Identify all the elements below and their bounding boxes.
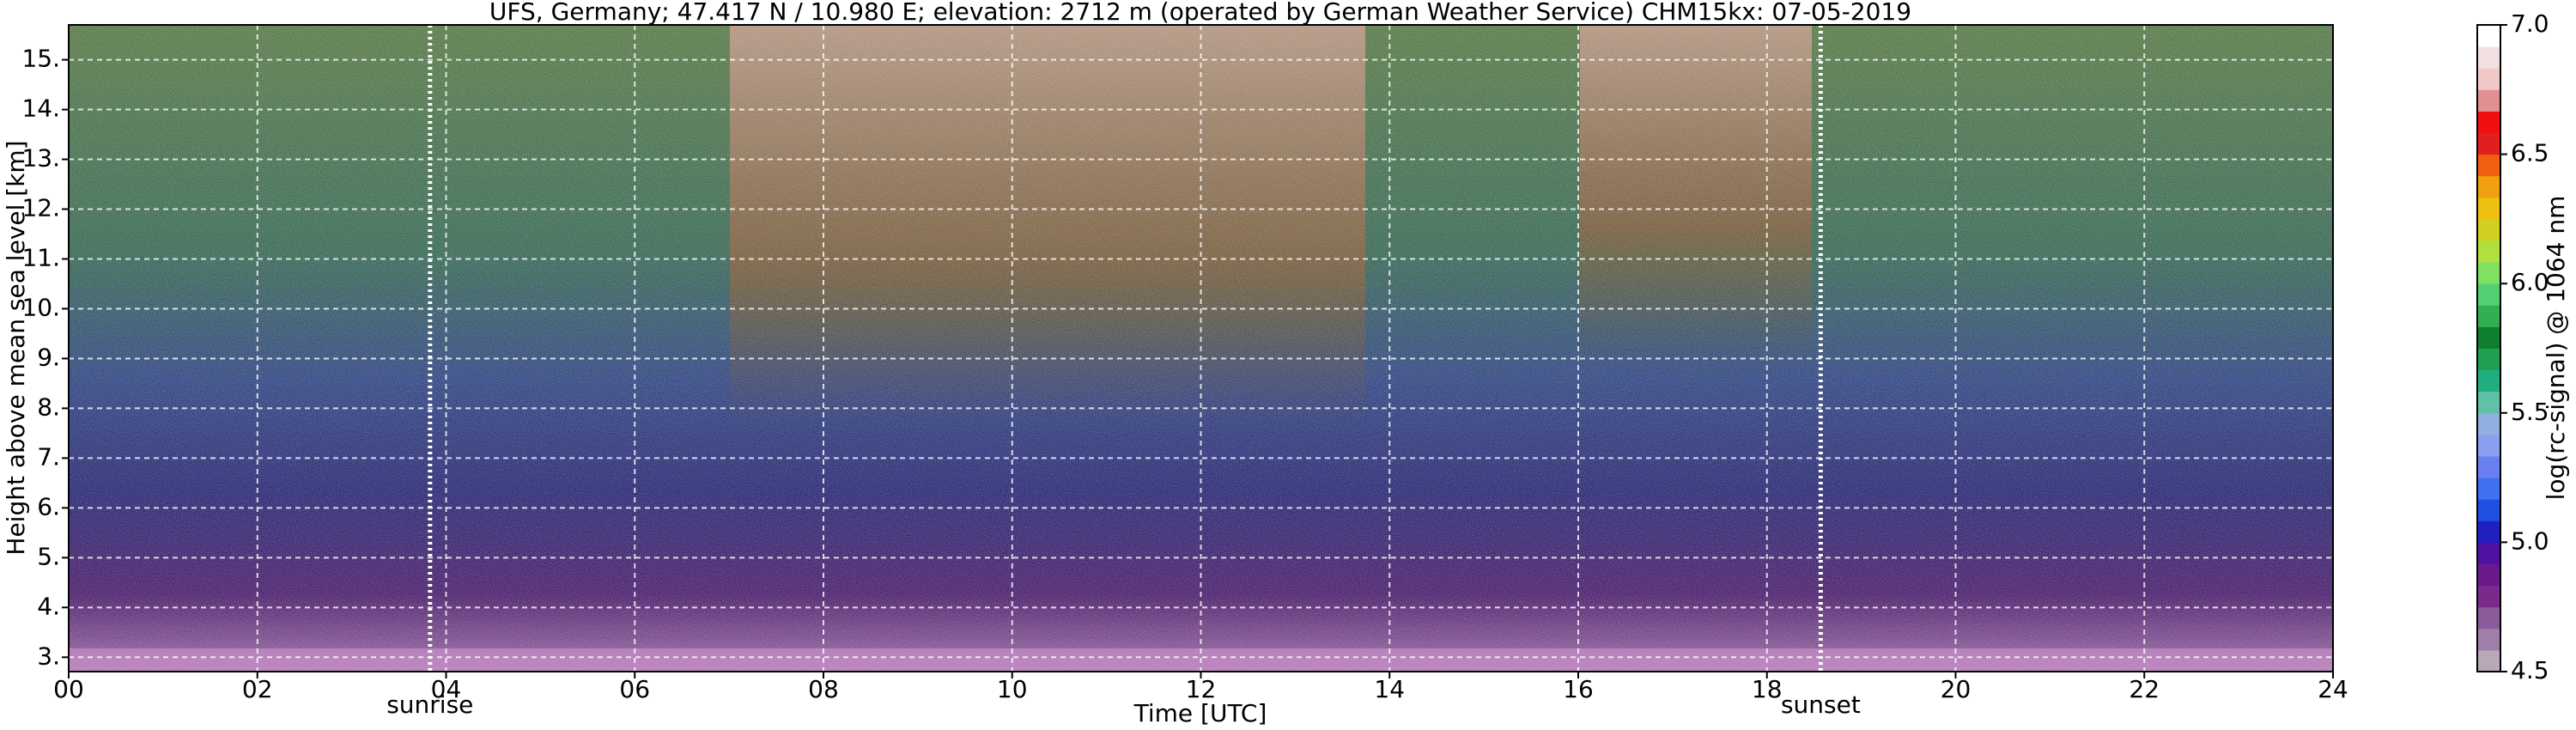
colorbar-swatch <box>2477 348 2500 371</box>
colorbar-tick-label: 4.5 <box>2511 656 2549 684</box>
colorbar-swatch <box>2477 154 2500 177</box>
x-tick-label: 20 <box>1941 675 1971 703</box>
colorbar-swatch <box>2477 68 2500 90</box>
colorbar-swatch <box>2477 369 2500 392</box>
colorbar-title: log(rc-signal) @ 1064 nm <box>2542 196 2570 501</box>
y-tick-label: 12. <box>21 194 60 222</box>
x-tick-label: 22 <box>2129 675 2160 703</box>
colorbar-swatch <box>2477 218 2500 241</box>
x-tick-label: 16 <box>1563 675 1594 703</box>
colorbar-tick-label: 5.0 <box>2511 526 2549 555</box>
y-tick-label: 4. <box>37 592 60 620</box>
x-tick-label: 04 <box>431 675 462 703</box>
y-tick-label: 10. <box>21 293 60 321</box>
colorbar-swatch <box>2477 46 2500 69</box>
colorbar-swatch <box>2477 563 2500 587</box>
colorbar-swatch <box>2477 175 2500 198</box>
x-tick-label: 24 <box>2318 675 2348 703</box>
colorbar-tick-label: 6.5 <box>2511 139 2549 167</box>
colorbar-frame <box>2476 24 2501 672</box>
colorbar-swatch <box>2477 391 2500 414</box>
colorbar-swatch <box>2477 456 2500 478</box>
y-tick-label: 5. <box>37 542 60 570</box>
chart-title: UFS, Germany; 47.417 N / 10.980 E; eleva… <box>489 0 1911 26</box>
colorbar-swatch <box>2477 478 2500 500</box>
x-tick-label: 06 <box>619 675 650 703</box>
colorbar-swatch <box>2477 326 2500 349</box>
x-tick-label: 08 <box>808 675 839 703</box>
colorbar-swatch <box>2477 434 2500 457</box>
x-tick-label: 10 <box>997 675 1028 703</box>
y-tick-label: 6. <box>37 492 60 520</box>
colorbar-swatch <box>2477 606 2500 630</box>
colorbar-swatch <box>2477 520 2500 543</box>
colorbar-swatch <box>2477 305 2500 327</box>
colorbar-swatch <box>2477 283 2500 306</box>
y-tick-label: 7. <box>37 442 60 471</box>
colorbar-swatch <box>2477 111 2500 133</box>
annotation-label: sunset <box>1781 690 1861 719</box>
x-tick-label: 12 <box>1186 675 1217 703</box>
y-tick-label: 15. <box>21 45 60 73</box>
x-tick-label: 00 <box>53 675 84 703</box>
y-tick-label: 13. <box>21 144 60 173</box>
colorbar-swatch <box>2477 628 2500 651</box>
colorbar-swatch <box>2477 585 2500 608</box>
y-axis-title: Height above mean sea level [km] <box>2 140 30 555</box>
colorbar-swatch <box>2477 25 2500 47</box>
x-tick-label: 02 <box>242 675 273 703</box>
colorbar-swatch <box>2477 132 2500 155</box>
colorbar-swatch <box>2477 197 2500 220</box>
x-tick-label: 18 <box>1752 675 1783 703</box>
colorbar-swatch <box>2477 499 2500 521</box>
y-tick-label: 14. <box>21 94 60 123</box>
y-tick-label: 11. <box>21 243 60 271</box>
colorbar-tick-label: 5.5 <box>2511 398 2549 426</box>
y-tick-label: 9. <box>37 343 60 371</box>
colorbar-swatch <box>2477 412 2500 435</box>
x-tick-label: 14 <box>1374 675 1405 703</box>
y-tick-label: 8. <box>37 392 60 421</box>
y-tick-label: 3. <box>37 642 60 670</box>
colorbar-tick-label: 6.0 <box>2511 268 2549 296</box>
colorbar-swatch <box>2477 262 2500 284</box>
colorbar-tick-label: 7.0 <box>2511 9 2549 38</box>
colorbar-swatch <box>2477 89 2500 112</box>
annotation-label: sunrise <box>386 690 473 719</box>
axes: 00 02 04 06 08 10 12 14 16 18 20 22 24 3. 4. 5. 6. 7. 8. 9.… <box>21 9 2549 719</box>
colorbar-swatch <box>2477 240 2500 263</box>
x-axis-title: Time [UTC] <box>1133 699 1267 727</box>
plot-frame <box>68 24 2334 672</box>
colorbar-swatch <box>2477 649 2500 672</box>
colorbar-swatch <box>2477 542 2500 564</box>
